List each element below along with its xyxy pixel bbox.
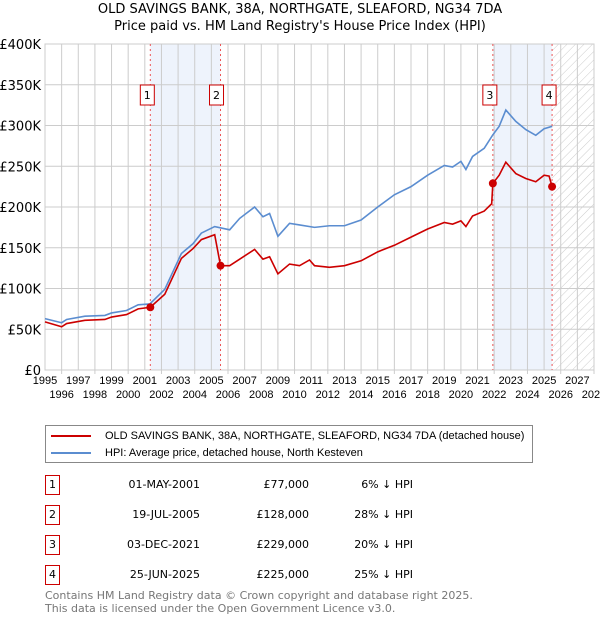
sale-badge: 4 bbox=[45, 565, 60, 585]
price-chart: 1995 1996 1997 1998 1999 2000 2001 2002 2003 2004… bbox=[0, 38, 600, 401]
x-tick-label: 2003 bbox=[166, 375, 190, 387]
chart-title: OLD SAVINGS BANK, 38A, NORTHGATE, SLEAFO… bbox=[97, 2, 503, 17]
y-tick-label: £350K bbox=[0, 79, 41, 94]
footer-copyright: Contains HM Land Registry data © Crown c… bbox=[45, 589, 473, 602]
x-tick-label: 2013 bbox=[332, 375, 356, 387]
sale-date: 03-DEC-2021 bbox=[126, 538, 200, 551]
sale-price: £128,000 bbox=[256, 508, 310, 521]
sale-label-box bbox=[541, 84, 557, 106]
sale-hpi-diff: 6% ↓ HPI bbox=[361, 478, 413, 491]
x-tick-label: 2024 bbox=[515, 389, 539, 401]
x-tick-label: 2021 bbox=[465, 375, 489, 387]
y-tick-label: £0 bbox=[24, 364, 41, 379]
sale-label-box bbox=[482, 84, 498, 106]
x-tick-label: 2015 bbox=[365, 375, 389, 387]
sale-badge: 2 bbox=[45, 505, 60, 525]
legend: OLD SAVINGS BANK, 38A, NORTHGATE, SLEAFO… bbox=[45, 425, 533, 463]
hpi-line bbox=[44, 108, 553, 324]
x-tick-label: 1995 bbox=[33, 375, 57, 387]
y-tick-label: £200K bbox=[0, 201, 41, 216]
legend-swatch-red bbox=[51, 435, 91, 437]
footer-licence: This data is licensed under the Open Gov… bbox=[45, 602, 396, 615]
sale-label: 2 bbox=[213, 89, 220, 102]
x-tick-label: 2020 bbox=[449, 389, 473, 401]
legend-item-hpi: HPI: Average price, detached house, Nort… bbox=[46, 445, 363, 461]
sale-hpi-diff: 28% ↓ HPI bbox=[354, 508, 413, 521]
sale-row: 3 03-DEC-2021 £229,000 20% ↓ HPI bbox=[45, 535, 445, 555]
x-tick-label: 1998 bbox=[83, 389, 107, 401]
x-tick-label: 2011 bbox=[299, 375, 323, 387]
x-tick-label: 2014 bbox=[349, 389, 373, 401]
x-tick-label: 2025 bbox=[532, 375, 556, 387]
y-tick-label: £50K bbox=[8, 323, 42, 338]
x-tick-label: 2002 bbox=[149, 389, 173, 401]
x-tick-label: 2019 bbox=[432, 375, 456, 387]
sale-label: 4 bbox=[546, 89, 553, 102]
x-tick-label: 2017 bbox=[399, 375, 423, 387]
sale-row: 4 25-JUN-2025 £225,000 25% ↓ HPI bbox=[45, 565, 445, 585]
sale-point bbox=[488, 179, 497, 188]
legend-swatch-blue bbox=[51, 452, 91, 454]
legend-label: OLD SAVINGS BANK, 38A, NORTHGATE, SLEAFO… bbox=[105, 430, 525, 442]
x-tick-label: 2023 bbox=[499, 375, 523, 387]
x-tick-label: 2028 bbox=[582, 389, 600, 401]
x-tick-label: 2004 bbox=[182, 389, 206, 401]
sale-price: £225,000 bbox=[256, 568, 310, 581]
sale-label: 1 bbox=[144, 89, 151, 102]
sale-date: 25-JUN-2025 bbox=[129, 568, 200, 581]
sale-badge: 1 bbox=[45, 475, 60, 495]
sale-label-box bbox=[139, 84, 155, 106]
sale-row: 1 01-MAY-2001 £77,000 6% ↓ HPI bbox=[45, 475, 445, 495]
sale-row: 2 19-JUL-2005 £128,000 28% ↓ HPI bbox=[45, 505, 445, 525]
sale-price: £77,000 bbox=[263, 478, 310, 491]
y-tick-label: £300K bbox=[0, 120, 41, 135]
x-tick-label: 2027 bbox=[565, 375, 589, 387]
x-tick-label: 2022 bbox=[482, 389, 506, 401]
y-tick-label: £400K bbox=[0, 38, 41, 53]
sale-label-box bbox=[209, 84, 225, 106]
x-tick-label: 2005 bbox=[199, 375, 223, 387]
x-tick-label: 2000 bbox=[116, 389, 140, 401]
sale-point bbox=[548, 182, 557, 191]
x-tick-label: 2010 bbox=[282, 389, 306, 401]
sale-hpi-diff: 20% ↓ HPI bbox=[354, 538, 413, 551]
sale-date: 19-JUL-2005 bbox=[132, 508, 200, 521]
x-tick-label: 2006 bbox=[216, 389, 240, 401]
property-price-line bbox=[44, 160, 553, 328]
x-tick-label: 2026 bbox=[548, 389, 572, 401]
x-tick-label: 2007 bbox=[232, 375, 256, 387]
x-tick-label: 2012 bbox=[316, 389, 340, 401]
sale-label: 3 bbox=[486, 89, 493, 102]
sale-badge: 3 bbox=[45, 535, 60, 555]
chart-subtitle: Price paid vs. HM Land Registry's House … bbox=[114, 19, 486, 34]
x-tick-label: 2009 bbox=[266, 375, 290, 387]
x-tick-label: 2016 bbox=[382, 389, 406, 401]
sale-date: 01-MAY-2001 bbox=[128, 478, 200, 491]
x-tick-label: 2001 bbox=[133, 375, 157, 387]
legend-label: HPI: Average price, detached house, Nort… bbox=[105, 447, 363, 459]
plot-border bbox=[44, 43, 595, 371]
sale-price: £229,000 bbox=[256, 538, 310, 551]
x-tick-label: 2018 bbox=[415, 389, 439, 401]
sale-point bbox=[146, 303, 155, 312]
x-tick-label: 1996 bbox=[49, 389, 73, 401]
x-tick-label: 1997 bbox=[66, 375, 90, 387]
sale-point bbox=[216, 261, 225, 270]
x-tick-label: 1999 bbox=[99, 375, 123, 387]
x-tick-label: 2008 bbox=[249, 389, 273, 401]
y-tick-label: £100K bbox=[0, 283, 41, 298]
y-tick-label: £150K bbox=[0, 242, 41, 257]
legend-item-property: OLD SAVINGS BANK, 38A, NORTHGATE, SLEAFO… bbox=[46, 428, 524, 444]
sale-hpi-diff: 25% ↓ HPI bbox=[354, 568, 413, 581]
y-tick-label: £250K bbox=[0, 160, 41, 175]
